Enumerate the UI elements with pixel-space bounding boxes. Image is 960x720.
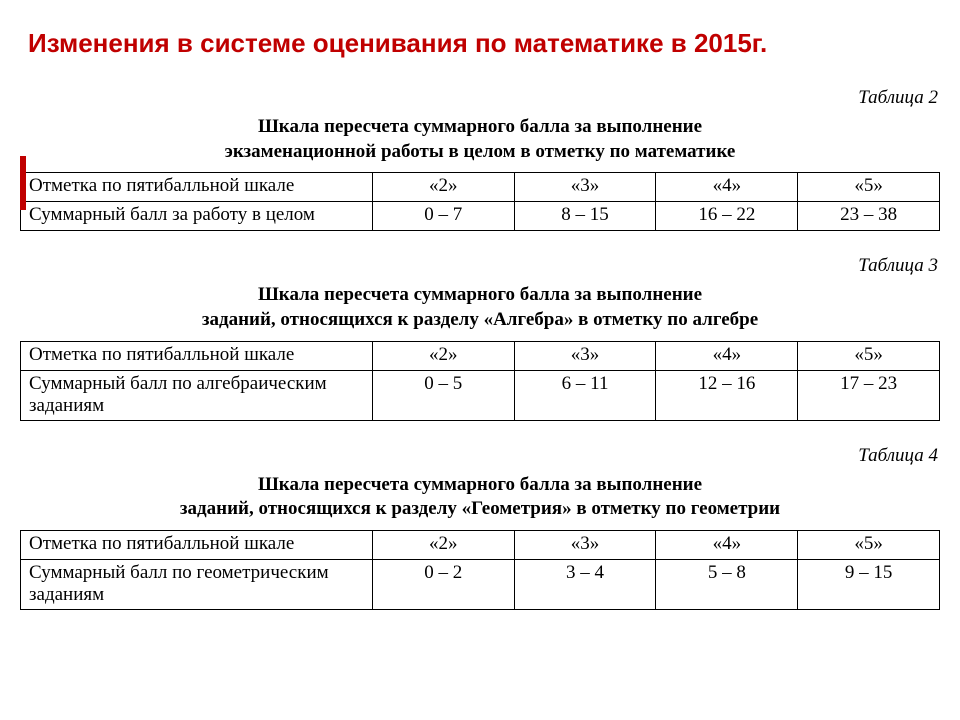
range-cell: 0 – 7 [372, 202, 514, 231]
row-label: Суммарный балл за работу в целом [21, 202, 373, 231]
page-title: Изменения в системе оценивания по матема… [28, 28, 932, 59]
range-cell: 12 – 16 [656, 370, 798, 420]
table-row: Суммарный балл по алгебраическим задания… [21, 370, 940, 420]
table-row: Суммарный балл за работу в целом 0 – 7 8… [21, 202, 940, 231]
table-row: Отметка по пятибалльной шкале «2» «3» «4… [21, 173, 940, 202]
caption-line-1: Шкала пересчета суммарного балла за выпо… [258, 116, 702, 137]
row-label: Отметка по пятибалльной шкале [21, 530, 373, 559]
grade-cell: «4» [656, 173, 798, 202]
range-cell: 0 – 2 [372, 559, 514, 609]
range-cell: 8 – 15 [514, 202, 656, 231]
table-block-3: Таблица 3 Шкала пересчета суммарного бал… [20, 255, 940, 420]
accent-bar [20, 156, 26, 210]
range-cell: 5 – 8 [656, 559, 798, 609]
grade-cell: «4» [656, 341, 798, 370]
table-label: Таблица 4 [20, 445, 938, 467]
caption-line-2: экзаменационной работы в целом в отметку… [225, 141, 736, 162]
caption-line-2: заданий, относящихся к разделу «Геометри… [180, 498, 780, 519]
table-row: Суммарный балл по геометрическим задания… [21, 559, 940, 609]
grade-cell: «5» [798, 341, 940, 370]
caption-line-1: Шкала пересчета суммарного балла за выпо… [258, 284, 702, 305]
table-caption: Шкала пересчета суммарного балла за выпо… [60, 283, 900, 332]
range-cell: 3 – 4 [514, 559, 656, 609]
table-caption: Шкала пересчета суммарного балла за выпо… [60, 115, 900, 164]
range-cell: 17 – 23 [798, 370, 940, 420]
grade-cell: «3» [514, 173, 656, 202]
grade-cell: «3» [514, 341, 656, 370]
range-cell: 9 – 15 [798, 559, 940, 609]
table-row: Отметка по пятибалльной шкале «2» «3» «4… [21, 341, 940, 370]
caption-line-2: заданий, относящихся к разделу «Алгебра»… [202, 309, 758, 330]
grade-table: Отметка по пятибалльной шкале «2» «3» «4… [20, 172, 940, 231]
range-cell: 23 – 38 [798, 202, 940, 231]
page-root: Изменения в системе оценивания по матема… [0, 0, 960, 644]
grade-cell: «2» [372, 173, 514, 202]
table-caption: Шкала пересчета суммарного балла за выпо… [60, 473, 900, 522]
range-cell: 6 – 11 [514, 370, 656, 420]
range-cell: 16 – 22 [656, 202, 798, 231]
row-label: Суммарный балл по алгебраическим задания… [21, 370, 373, 420]
row-label: Отметка по пятибалльной шкале [21, 173, 373, 202]
grade-cell: «3» [514, 530, 656, 559]
grade-table: Отметка по пятибалльной шкале «2» «3» «4… [20, 530, 940, 610]
row-label: Отметка по пятибалльной шкале [21, 341, 373, 370]
table-block-4: Таблица 4 Шкала пересчета суммарного бал… [20, 445, 940, 610]
row-label: Суммарный балл по геометрическим задания… [21, 559, 373, 609]
table-row: Отметка по пятибалльной шкале «2» «3» «4… [21, 530, 940, 559]
grade-cell: «2» [372, 341, 514, 370]
grade-cell: «5» [798, 173, 940, 202]
grade-cell: «4» [656, 530, 798, 559]
caption-line-1: Шкала пересчета суммарного балла за выпо… [258, 474, 702, 495]
table-block-2: Таблица 2 Шкала пересчета суммарного бал… [20, 87, 940, 231]
grade-cell: «5» [798, 530, 940, 559]
range-cell: 0 – 5 [372, 370, 514, 420]
table-label: Таблица 2 [20, 87, 938, 109]
grade-table: Отметка по пятибалльной шкале «2» «3» «4… [20, 341, 940, 421]
table-label: Таблица 3 [20, 255, 938, 277]
grade-cell: «2» [372, 530, 514, 559]
